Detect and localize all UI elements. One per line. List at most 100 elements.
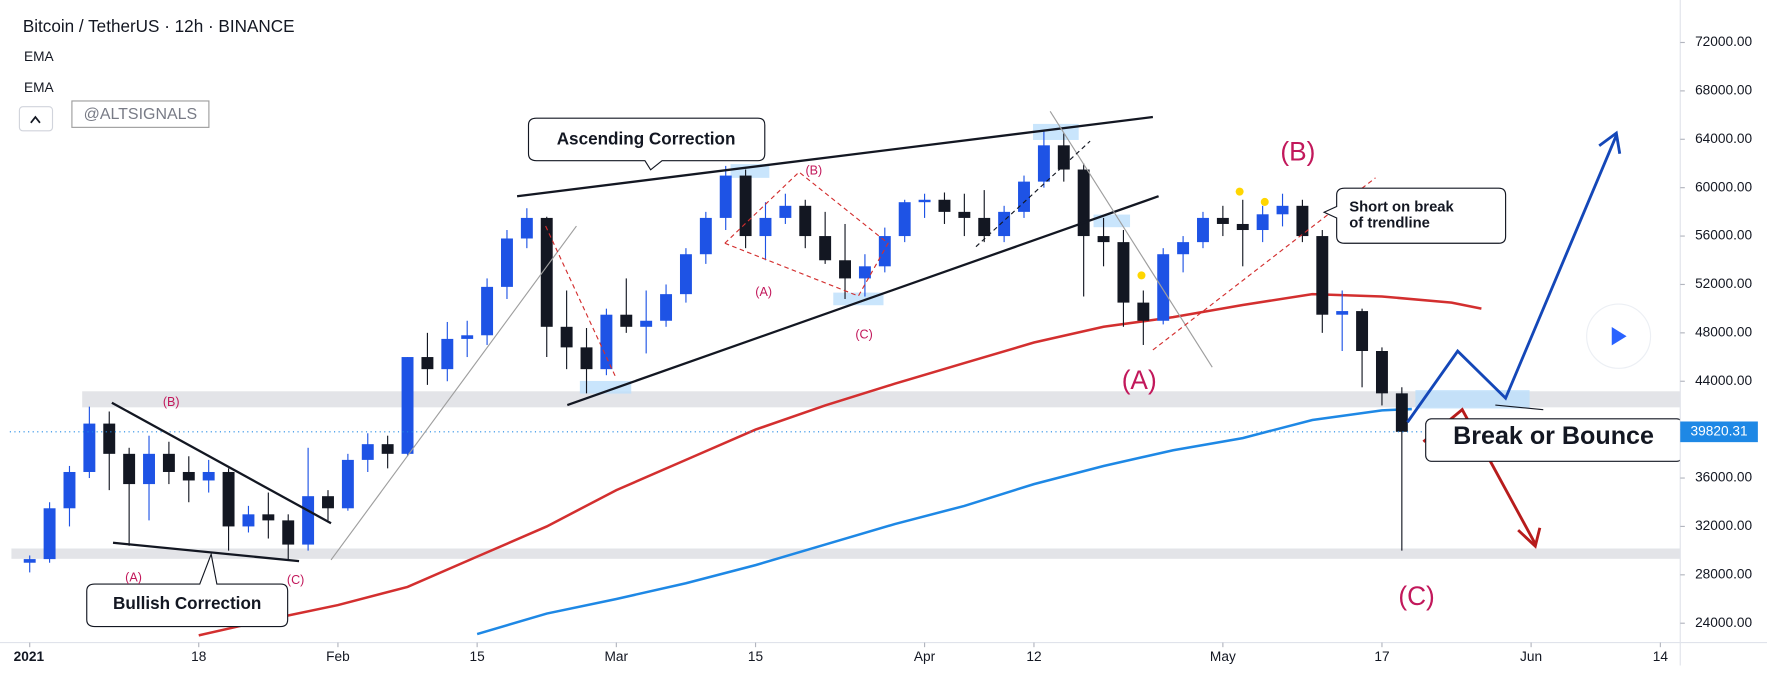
annotation: Ascending Correction [557,128,736,148]
candle-body [63,471,76,509]
candle-body [83,423,96,472]
candle-body [1117,242,1130,303]
annotation: Break or Bounce [1453,422,1654,450]
arrow-head [1517,527,1542,549]
candle-body [1336,311,1349,315]
ema-line [476,407,1412,636]
y-tick-label: 36000.00 [1695,470,1752,485]
candle-body [1316,236,1329,315]
trendline [112,541,300,563]
wave-label: (B) [806,163,823,177]
candle-body [43,508,56,560]
wave-label: (B) [1280,137,1315,167]
wave-label: (C) [1398,581,1434,611]
projection-up [1406,134,1618,424]
wave-labels: (A) (B) (C) (A) (B) (C) (A) (B) (C) [125,137,1435,611]
candle-body [679,254,692,295]
candle-body [1177,242,1190,255]
support-zone [11,548,1681,559]
callouts: Ascending Correction Bullish Correction … [86,117,1684,628]
trendline [516,115,1154,198]
candle-body [719,175,732,218]
ema-line [198,292,1482,637]
signal-dot [1137,271,1146,280]
x-tick-label: Apr [914,649,936,664]
candle-body [302,496,315,545]
candle-body [1356,311,1369,352]
y-tick-label: 64000.00 [1695,131,1752,146]
candle-body [799,205,812,237]
candle-body [1375,351,1388,394]
trendline [566,195,1159,407]
watermark-box [71,100,210,128]
candle-body [560,326,573,348]
candle-body [441,338,454,370]
collapse-icon [30,115,41,124]
time-axis-bg [0,642,1767,677]
candle-body [1137,302,1150,321]
candle-body [322,496,334,509]
candle-body [481,286,494,336]
callout-box [1322,187,1507,244]
candle-body [143,453,155,485]
candle-body [1037,145,1050,182]
candle-body [640,320,653,327]
candle-body [958,211,971,218]
candle-body [242,514,255,527]
candle-body [1395,393,1408,432]
candle-body [123,453,136,485]
candle-body [660,294,673,321]
candle-body [819,236,832,261]
play-icon [1611,327,1627,346]
arrow-head [1598,130,1622,154]
x-tick-label: 15 [748,649,764,664]
candle-body [361,444,374,460]
legend-item: EMA [24,49,54,64]
y-tick-label: 68000.00 [1695,82,1752,97]
last-price-tag [1680,421,1758,443]
candle-body [1097,236,1110,243]
candle-body [1236,223,1249,231]
candle-body [1276,205,1289,215]
last-price-label: 39820.31 [1691,423,1748,438]
candle-body [262,514,275,521]
x-tick-label: 12 [1026,649,1041,664]
callout-box [86,552,289,628]
x-tick-label: 15 [470,649,486,664]
candle-body [1216,217,1229,224]
y-tick-label: 60000.00 [1695,179,1752,194]
x-tick-label: 17 [1374,649,1389,664]
y-tick-label: 24000.00 [1695,615,1752,630]
highlight [579,380,632,394]
candle-body [1018,181,1030,212]
header: Bitcoin / TetherUS · 12h · BINANCE EMA E… [18,16,1652,369]
candle-body [839,260,851,279]
candle-body [938,199,951,212]
highlight [1415,390,1530,409]
trendline [111,401,332,525]
wave-line [975,140,1091,248]
y-tick-label: 48000.00 [1695,324,1752,339]
x-tick-label: Mar [605,649,629,664]
wave-line [724,171,889,297]
candle-body [699,217,712,255]
candle-body [501,238,513,287]
candle-body [202,471,215,481]
candle-body [580,347,593,370]
candle-body [23,559,36,563]
candle-body [222,471,235,527]
candle-body [461,335,474,339]
wave-label: (A) [125,571,142,585]
candle-body [540,217,553,327]
candle-body [1197,217,1209,243]
x-tick-label: May [1210,649,1236,664]
y-tick-label: 56000.00 [1695,228,1752,243]
signal-dot [1260,197,1269,206]
candle-body [282,520,295,545]
wave-label: (C) [287,573,304,587]
candle-body [103,423,116,454]
candle-body [739,175,752,237]
guide-line [330,225,577,561]
callout-pointer [1495,404,1544,411]
